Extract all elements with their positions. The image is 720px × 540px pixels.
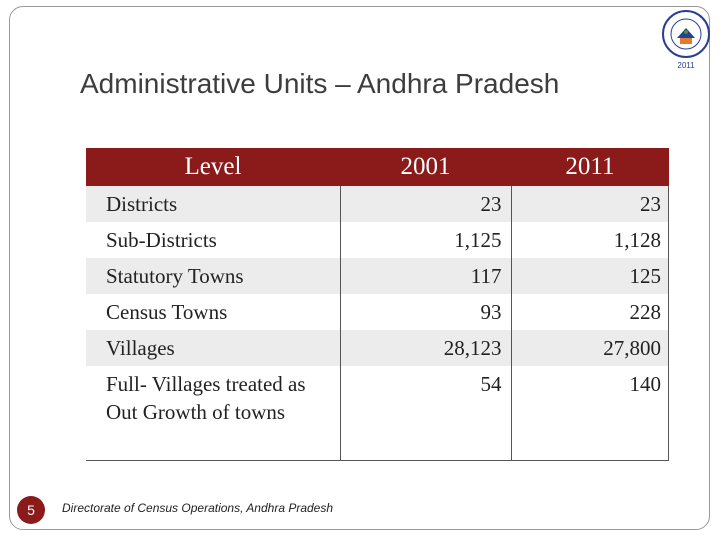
row-2001: 54 [340, 366, 512, 461]
row-2011: 140 [511, 366, 669, 461]
logo-year: 2011 [677, 61, 695, 70]
footer-text: Directorate of Census Operations, Andhra… [62, 501, 334, 515]
row-2001: 93 [340, 294, 512, 330]
header-level: Level [86, 148, 340, 186]
row-2001: 28,123 [340, 330, 512, 366]
row-level: Statutory Towns [86, 258, 341, 294]
row-2011: 125 [511, 258, 669, 294]
slide-title: Administrative Units – Andhra Pradesh [80, 68, 560, 99]
row-2011: 23 [511, 186, 669, 222]
row-2001: 117 [340, 258, 512, 294]
table-row: Statutory Towns 117 125 [86, 258, 669, 294]
table-header-row: Level 2001 2011 [86, 148, 669, 186]
header-2011: 2011 [511, 148, 669, 186]
row-2011: 27,800 [511, 330, 669, 366]
slide-frame [9, 6, 710, 530]
row-2001: 1,125 [340, 222, 512, 258]
row-level: Full- Villages treated as Out Growth of … [86, 366, 341, 461]
slide-number-badge: 5 [17, 496, 45, 524]
row-level: Sub-Districts [86, 222, 341, 258]
admin-units-table: Level 2001 2011 Districts 23 23 Sub-Dist… [86, 148, 669, 461]
row-2011: 228 [511, 294, 669, 330]
table-row: Villages 28,123 27,800 [86, 330, 669, 366]
row-level: Districts [86, 186, 341, 222]
table-row: Census Towns 93 228 [86, 294, 669, 330]
row-2001: 23 [340, 186, 512, 222]
row-level: Villages [86, 330, 341, 366]
row-2011: 1,128 [511, 222, 669, 258]
census-emblem-logo: 2011 [662, 10, 710, 70]
table-row: Districts 23 23 [86, 186, 669, 222]
row-level: Census Towns [86, 294, 341, 330]
table-row: Sub-Districts 1,125 1,128 [86, 222, 669, 258]
header-2001: 2001 [340, 148, 511, 186]
table-row: Full- Villages treated as Out Growth of … [86, 366, 669, 461]
